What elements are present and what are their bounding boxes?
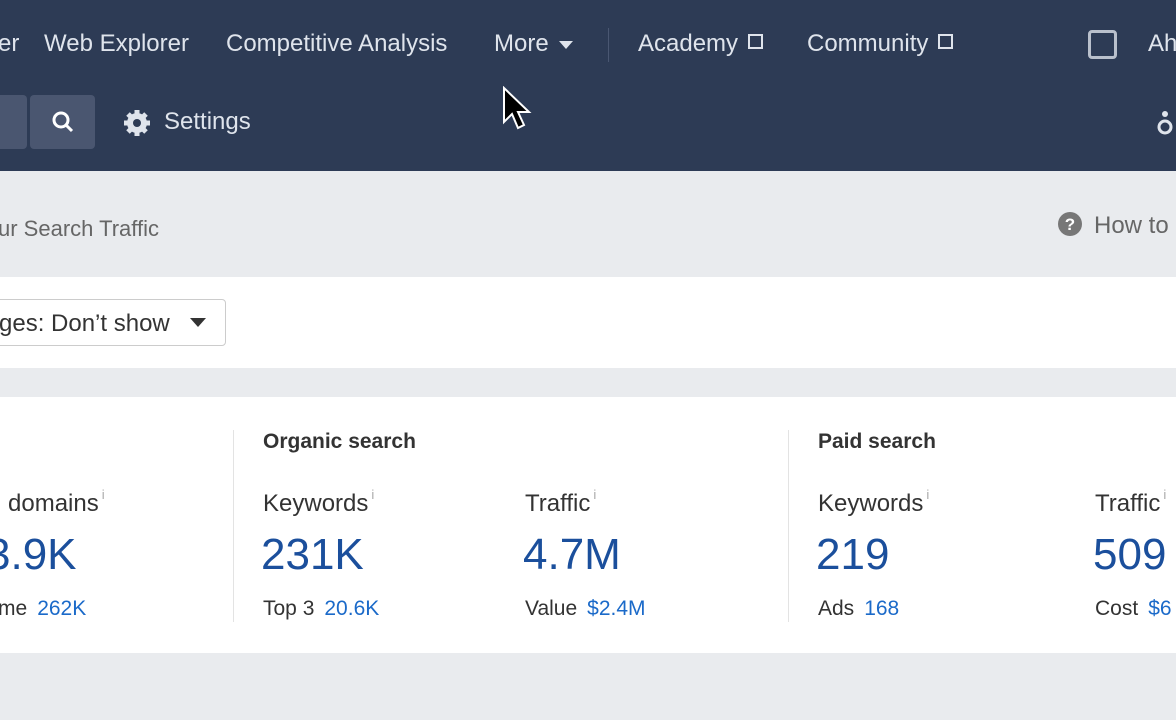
nav-link[interactable]: Academy xyxy=(638,30,764,58)
filter-dropdown[interactable]: ges: Don’t show xyxy=(0,299,226,346)
metric-sub-value: 168 xyxy=(864,597,900,620)
group-title: Organic search xyxy=(263,430,416,453)
separator xyxy=(608,28,609,62)
metric-label: Keywords i xyxy=(818,487,930,517)
help-icon: ? xyxy=(1058,212,1082,236)
svg-text:?: ? xyxy=(1065,215,1075,234)
metric-sub-value: 20.6K xyxy=(324,597,380,620)
metric-sub-label: Cost xyxy=(1095,597,1139,620)
metric-value: 4.7M xyxy=(523,530,621,579)
metric-value: 509 xyxy=(1093,530,1167,579)
external-icon xyxy=(748,34,764,49)
divider xyxy=(233,430,234,622)
user-icon[interactable] xyxy=(1154,108,1176,136)
metric-label: domains i xyxy=(8,487,105,517)
nav-link[interactable]: Community xyxy=(807,30,954,58)
filter-bar: ges: Don’t show xyxy=(0,277,1176,368)
info-icon[interactable]: i xyxy=(1163,487,1167,502)
nav-link-text: Academy xyxy=(638,30,739,57)
dropdown-button[interactable] xyxy=(0,95,27,149)
inbox-icon[interactable] xyxy=(1088,30,1117,59)
metric-sub-value: 262K xyxy=(37,597,87,620)
info-icon[interactable]: i xyxy=(101,487,105,502)
nav-link[interactable]: er xyxy=(0,30,20,57)
help-link[interactable]: How to xyxy=(1094,212,1169,239)
divider xyxy=(788,430,789,622)
metric-sub-label: Value xyxy=(525,597,578,620)
external-icon xyxy=(938,34,954,49)
metric-sub-label: Ads xyxy=(818,597,855,620)
info-icon[interactable]: i xyxy=(593,487,597,502)
mouse-cursor xyxy=(503,86,532,130)
nav-link-text: More xyxy=(494,30,549,57)
search-button[interactable] xyxy=(30,95,95,149)
info-icon[interactable]: i xyxy=(371,487,375,502)
metric-sub-label: me xyxy=(0,597,28,620)
nav-link-text: Community xyxy=(807,30,929,57)
page-title: ur Search Traffic xyxy=(0,216,159,241)
filter-label: ges: Don’t show xyxy=(0,310,170,337)
group-title: Paid search xyxy=(818,430,936,453)
metric-label: Traffic i xyxy=(525,487,597,517)
search-icon xyxy=(52,111,74,133)
metric-value: 3.9K xyxy=(0,530,77,579)
metric-label: Traffic i xyxy=(1095,487,1167,517)
metric-value: 219 xyxy=(816,530,890,579)
metric-value: 231K xyxy=(261,530,364,579)
metrics-card xyxy=(0,397,1176,653)
settings-link[interactable]: Settings xyxy=(164,108,251,135)
gear-icon xyxy=(124,110,150,136)
info-icon[interactable]: i xyxy=(926,487,930,502)
metric-sub-value: $2.4M xyxy=(587,597,646,620)
metric-label: Keywords i xyxy=(263,487,375,517)
nav-link[interactable]: Web Explorer xyxy=(44,30,189,57)
metric-sub-value: $6 xyxy=(1148,597,1172,620)
nav-dropdown[interactable]: More xyxy=(494,30,575,58)
nav-link[interactable]: Competitive Analysis xyxy=(226,30,448,57)
account-name[interactable]: Ah xyxy=(1148,30,1176,57)
caret xyxy=(558,41,573,49)
metric-sub-label: Top 3 xyxy=(263,597,315,620)
top-nav: er Web Explorer Competitive Analysis Mor… xyxy=(0,0,1176,171)
caret xyxy=(190,318,206,327)
